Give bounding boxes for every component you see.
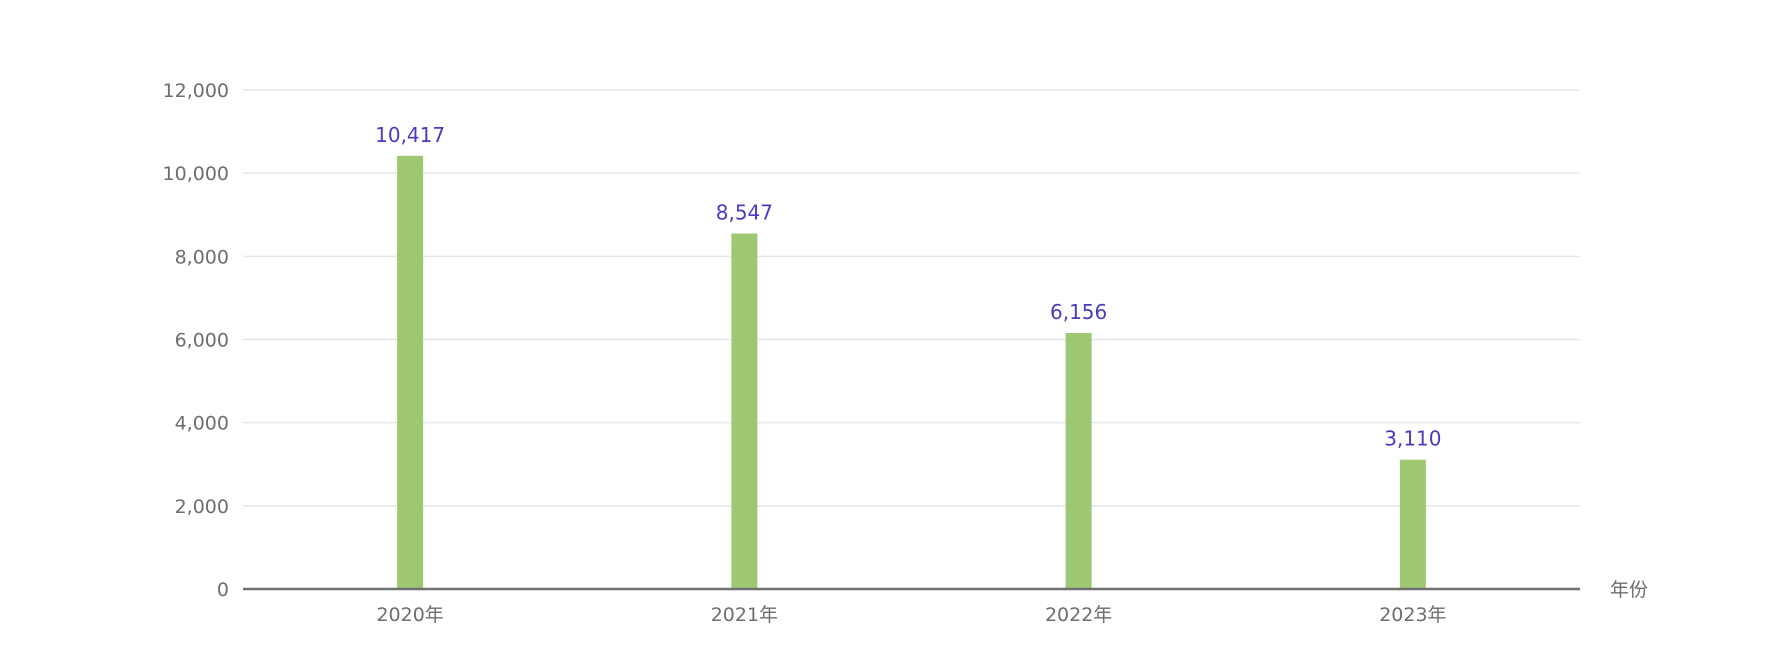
x-tick-label: 2020年	[376, 604, 443, 626]
x-axis-title: 年份	[1610, 579, 1648, 601]
gridlines	[243, 89, 1580, 507]
bar	[731, 233, 758, 589]
x-tick-label: 2021年	[711, 604, 778, 626]
x-tick-label: 2023年	[1379, 604, 1446, 626]
y-tick-label: 2,000	[175, 496, 229, 518]
y-tick-label: 12,000	[163, 80, 229, 102]
bars	[397, 155, 1426, 589]
data-label: 3,110	[1384, 427, 1441, 451]
bar	[1399, 459, 1426, 589]
data-label: 8,547	[716, 201, 773, 225]
y-tick-label: 8,000	[175, 246, 229, 268]
y-tick-label: 0	[217, 579, 229, 601]
x-axis-ticks: 2020年 2021年 2022年 2023年	[376, 604, 1446, 626]
y-tick-label: 6,000	[175, 330, 229, 352]
data-label: 10,417	[375, 123, 445, 147]
y-axis-ticks: 0 2,000 4,000 6,000 8,000 10,000 12,000	[163, 80, 229, 601]
data-labels: 10,417 8,547 6,156 3,110	[375, 123, 1441, 451]
data-label: 6,156	[1050, 300, 1107, 324]
y-tick-label: 4,000	[175, 413, 229, 435]
y-tick-label: 10,000	[163, 163, 229, 185]
bar	[1065, 333, 1092, 589]
bar	[397, 155, 424, 589]
x-tick-label: 2022年	[1045, 604, 1112, 626]
